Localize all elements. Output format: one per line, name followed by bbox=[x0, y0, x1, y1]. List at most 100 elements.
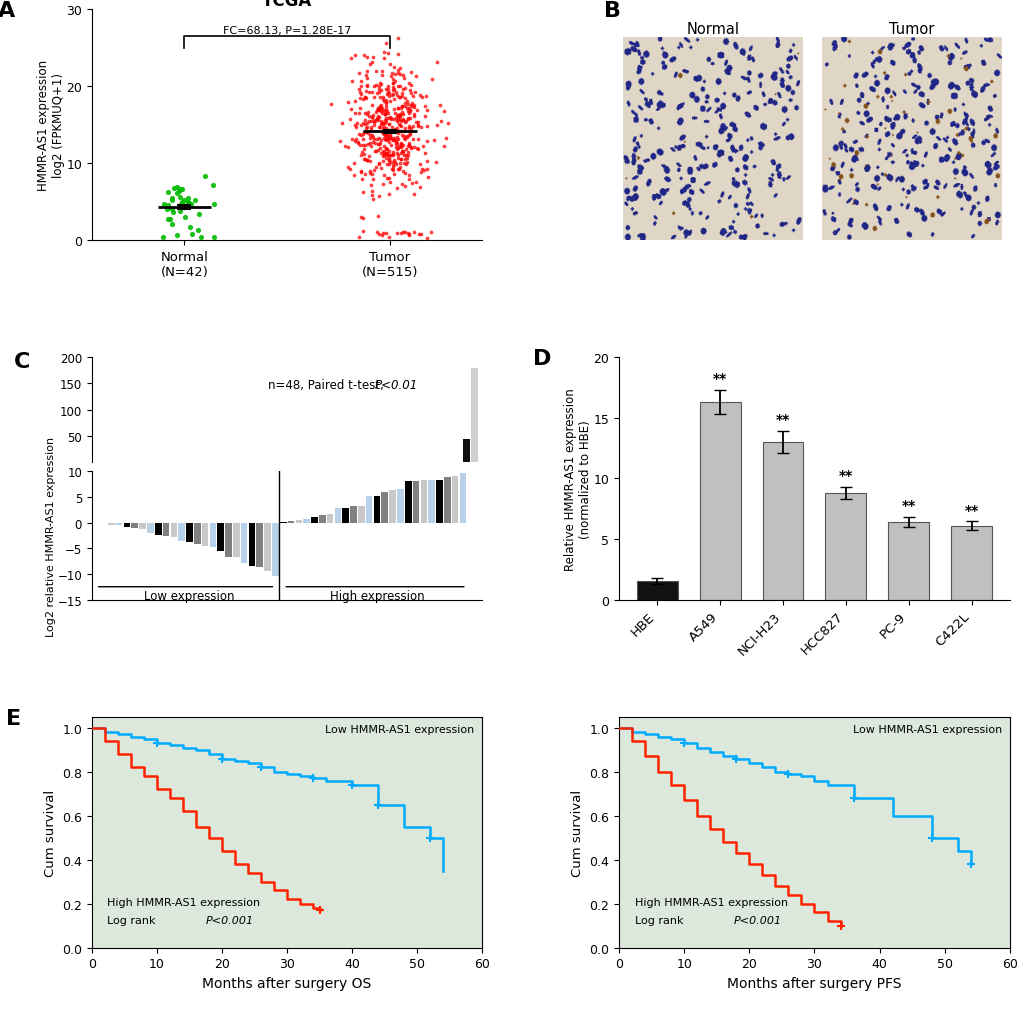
Point bbox=[377, 142, 393, 158]
Point bbox=[405, 119, 421, 136]
Point bbox=[375, 127, 391, 144]
Point bbox=[346, 105, 363, 121]
Text: **: ** bbox=[838, 469, 852, 483]
Point bbox=[390, 116, 407, 132]
Point bbox=[381, 56, 397, 72]
Point bbox=[388, 129, 405, 146]
Point bbox=[405, 131, 421, 148]
Point bbox=[177, 210, 194, 226]
Point bbox=[384, 75, 400, 92]
Point bbox=[377, 120, 393, 137]
Point bbox=[357, 90, 373, 106]
Point bbox=[367, 160, 383, 176]
Point bbox=[375, 45, 391, 61]
Point bbox=[389, 148, 406, 164]
Point bbox=[372, 146, 388, 162]
Point bbox=[370, 155, 386, 171]
Point bbox=[183, 227, 200, 244]
Point bbox=[411, 179, 427, 196]
Point bbox=[377, 107, 393, 123]
Bar bbox=[178, 523, 184, 541]
Point bbox=[370, 103, 386, 119]
Point bbox=[377, 127, 393, 144]
Point bbox=[374, 177, 390, 194]
Point bbox=[340, 140, 357, 156]
Point bbox=[359, 107, 375, 123]
Point bbox=[375, 117, 391, 133]
Point bbox=[351, 106, 367, 122]
Bar bbox=[163, 523, 169, 536]
Point bbox=[393, 176, 410, 193]
Point bbox=[416, 163, 432, 179]
Point bbox=[384, 75, 400, 92]
Point bbox=[353, 164, 369, 180]
Point bbox=[180, 191, 197, 207]
Point bbox=[384, 162, 400, 178]
Point bbox=[394, 113, 411, 129]
Point bbox=[364, 85, 380, 101]
Point bbox=[373, 132, 389, 149]
Point bbox=[405, 108, 421, 124]
Point bbox=[389, 101, 406, 117]
Point bbox=[393, 144, 410, 160]
Bar bbox=[194, 523, 201, 545]
Point bbox=[166, 180, 182, 197]
Point bbox=[382, 124, 398, 141]
Point bbox=[383, 68, 399, 85]
Bar bbox=[443, 477, 450, 523]
Point bbox=[380, 87, 396, 103]
Point bbox=[399, 139, 416, 155]
Bar bbox=[272, 523, 278, 576]
Point bbox=[374, 101, 390, 117]
Text: P<0.001: P<0.001 bbox=[206, 915, 254, 925]
Point bbox=[197, 169, 213, 185]
Point bbox=[353, 118, 369, 135]
Point bbox=[384, 72, 400, 89]
Point bbox=[378, 88, 394, 104]
Point bbox=[363, 113, 379, 129]
Point bbox=[396, 178, 413, 195]
Bar bbox=[420, 481, 427, 523]
Bar bbox=[264, 523, 271, 572]
Point bbox=[388, 108, 405, 124]
Y-axis label: Cum survival: Cum survival bbox=[571, 789, 583, 876]
Point bbox=[373, 83, 389, 99]
Point bbox=[359, 116, 375, 132]
Point bbox=[417, 98, 433, 114]
Point bbox=[429, 118, 445, 135]
Point bbox=[395, 130, 412, 147]
Point bbox=[391, 109, 408, 125]
Point bbox=[380, 46, 396, 62]
Point bbox=[410, 131, 426, 148]
Point bbox=[395, 70, 412, 87]
Point bbox=[374, 144, 390, 160]
Point bbox=[381, 110, 397, 126]
Point bbox=[379, 148, 395, 164]
Point bbox=[379, 127, 395, 144]
Bar bbox=[123, 523, 130, 527]
Text: **: ** bbox=[901, 499, 915, 513]
Point bbox=[350, 137, 366, 153]
Point bbox=[401, 126, 418, 143]
Point bbox=[389, 78, 406, 95]
Text: Log rank: Log rank bbox=[634, 915, 686, 925]
Point bbox=[389, 47, 406, 63]
Bar bbox=[451, 476, 458, 523]
Point bbox=[385, 60, 401, 76]
Y-axis label: Relative HMMR-AS1 expression
(normalized to HBE): Relative HMMR-AS1 expression (normalized… bbox=[564, 387, 592, 571]
Point bbox=[382, 154, 398, 170]
Point bbox=[360, 125, 376, 142]
Point bbox=[400, 75, 417, 92]
Point bbox=[172, 190, 189, 206]
Point bbox=[404, 99, 420, 115]
Text: High HMMR-AS1 expression: High HMMR-AS1 expression bbox=[634, 897, 787, 907]
Point bbox=[365, 130, 381, 147]
Bar bbox=[202, 523, 208, 546]
Point bbox=[376, 50, 392, 66]
Point bbox=[362, 128, 378, 145]
Point bbox=[353, 78, 369, 95]
Point bbox=[368, 225, 384, 242]
Point bbox=[381, 94, 397, 110]
Point bbox=[355, 138, 371, 154]
Point bbox=[371, 119, 387, 136]
